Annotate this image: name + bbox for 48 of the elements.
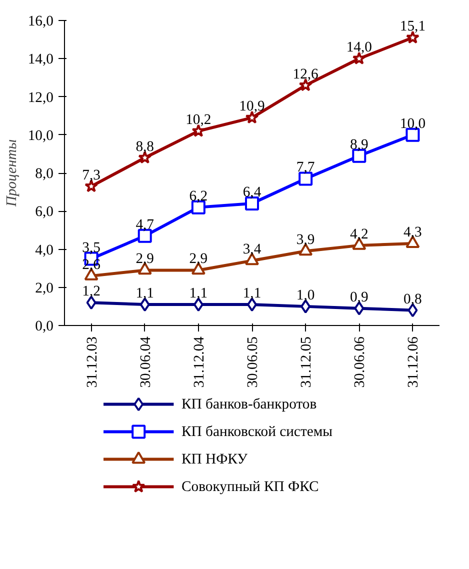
legend-label: Совокупный КП ФКС <box>182 478 319 495</box>
data-label: 7,3 <box>82 167 100 184</box>
data-label: 10,9 <box>239 98 265 115</box>
data-label: 8,9 <box>350 136 368 153</box>
y-tick-label: 6,0 <box>35 204 54 220</box>
data-label: 3,4 <box>242 242 262 258</box>
x-tick-label: 31.12.05 <box>298 336 315 388</box>
data-label: 12,6 <box>292 66 318 82</box>
data-label: 0,9 <box>350 289 368 306</box>
x-tick-label: 30.06.04 <box>138 336 154 388</box>
data-label: 10,0 <box>400 116 426 132</box>
data-label: 6,4 <box>242 184 262 200</box>
data-label: 10,2 <box>186 112 212 128</box>
y-tick-label: 14,0 <box>28 52 54 68</box>
y-tick-label: 4,0 <box>35 242 54 258</box>
data-label: 15,1 <box>400 18 426 35</box>
x-tick-label: 31.12.03 <box>84 336 100 388</box>
data-label: 3,5 <box>82 240 100 256</box>
y-tick-label: 0,0 <box>35 318 54 334</box>
data-label: 3,9 <box>296 232 315 248</box>
data-label: 7,7 <box>296 160 315 176</box>
data-label: 4,2 <box>350 226 368 242</box>
legend-label: КП банковской системы <box>182 424 333 440</box>
y-tick-label: 10,0 <box>28 128 54 144</box>
data-label: 1,0 <box>296 287 315 304</box>
data-label: 6,2 <box>189 188 208 204</box>
data-label: 14,0 <box>346 40 372 56</box>
data-label: 1,1 <box>189 286 208 302</box>
data-label: 1,1 <box>136 286 154 302</box>
x-tick-label: 30.06.05 <box>245 336 261 388</box>
x-tick-label: 30.06.06 <box>352 336 368 388</box>
data-label: 2,9 <box>136 251 154 268</box>
data-label: 4,7 <box>136 216 154 233</box>
y-tick-label: 12,0 <box>28 90 54 106</box>
legend-label: КП банков-банкротов <box>182 396 317 412</box>
data-label: 1,1 <box>242 286 262 302</box>
legend-label: КП НФКУ <box>182 451 248 468</box>
x-tick-label: 31.12.06 <box>406 336 422 388</box>
data-label: 1,2 <box>82 284 100 300</box>
data-label: 0,8 <box>404 291 422 308</box>
y-tick-label: 8,0 <box>35 166 54 182</box>
data-label: 8,8 <box>136 138 154 155</box>
data-label: 4,3 <box>404 224 422 241</box>
x-tick-label: 31.12.04 <box>191 336 208 388</box>
y-tick-label: 2,0 <box>35 280 54 296</box>
y-tick-label: 16,0 <box>28 14 54 30</box>
data-label: 2,9 <box>189 251 208 268</box>
y-axis-title: Проценты <box>4 139 20 208</box>
